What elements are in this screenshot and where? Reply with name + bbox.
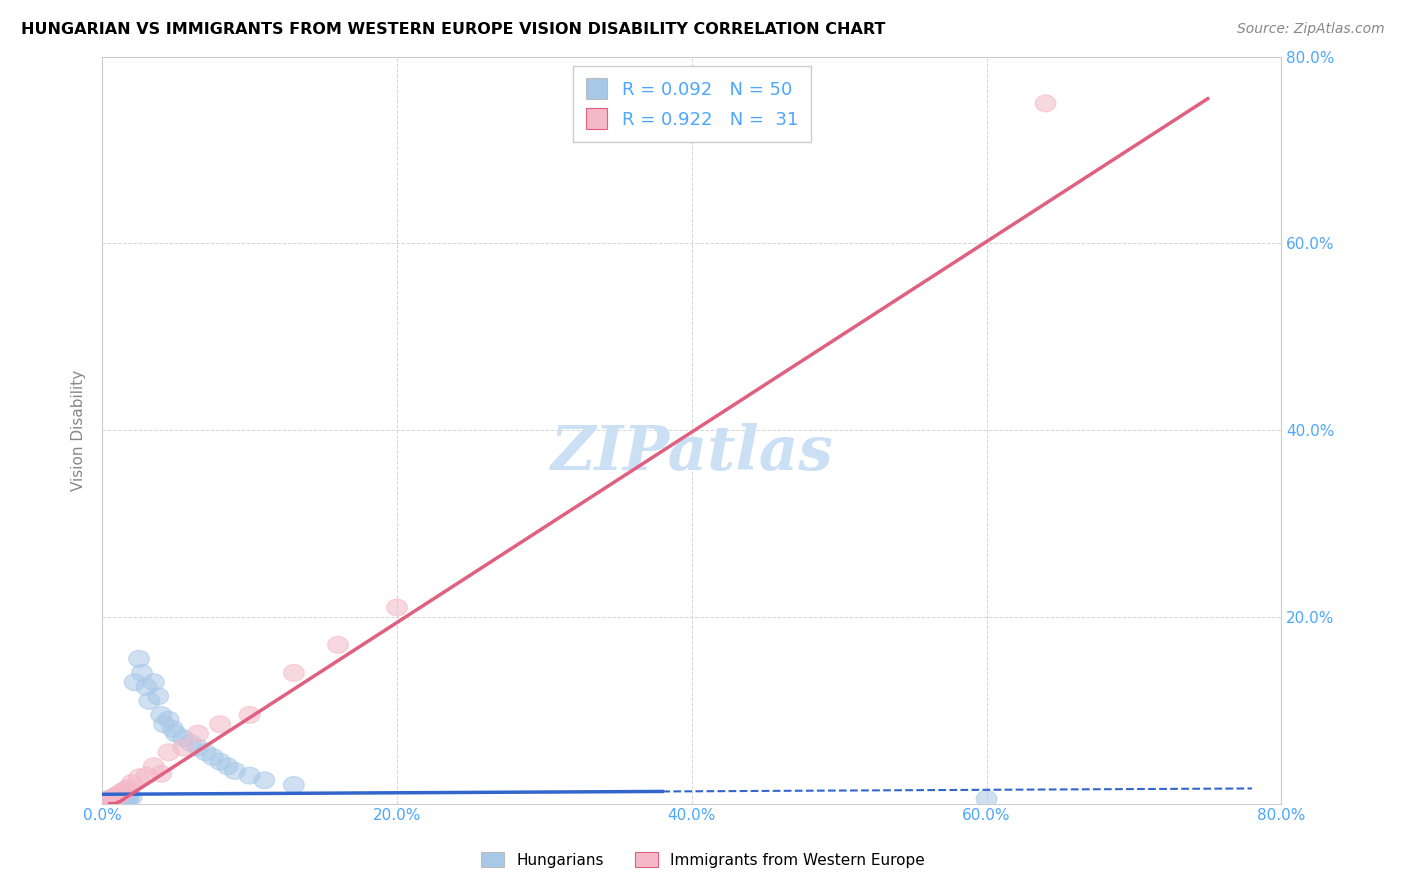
Ellipse shape: [110, 790, 131, 807]
Ellipse shape: [163, 721, 183, 738]
Ellipse shape: [115, 781, 136, 798]
Ellipse shape: [132, 665, 152, 681]
Ellipse shape: [254, 772, 274, 789]
Ellipse shape: [98, 792, 118, 809]
Ellipse shape: [101, 792, 121, 809]
Ellipse shape: [104, 790, 124, 807]
Ellipse shape: [114, 782, 135, 799]
Ellipse shape: [112, 783, 134, 800]
Ellipse shape: [121, 789, 142, 805]
Ellipse shape: [153, 716, 174, 732]
Ellipse shape: [97, 792, 117, 809]
Ellipse shape: [111, 791, 132, 808]
Ellipse shape: [284, 777, 304, 793]
Ellipse shape: [98, 791, 118, 808]
Legend: R = 0.092   N = 50, R = 0.922   N =  31: R = 0.092 N = 50, R = 0.922 N = 31: [572, 66, 811, 142]
Ellipse shape: [112, 790, 134, 807]
Ellipse shape: [225, 763, 245, 780]
Ellipse shape: [108, 786, 129, 803]
Ellipse shape: [94, 793, 115, 810]
Ellipse shape: [150, 765, 172, 782]
Ellipse shape: [110, 786, 131, 803]
Text: ZIPatlas: ZIPatlas: [550, 423, 834, 483]
Ellipse shape: [105, 788, 125, 805]
Ellipse shape: [107, 792, 128, 809]
Ellipse shape: [108, 791, 129, 808]
Ellipse shape: [105, 791, 125, 808]
Ellipse shape: [173, 730, 194, 747]
Ellipse shape: [101, 791, 121, 808]
Ellipse shape: [150, 706, 172, 723]
Ellipse shape: [1035, 95, 1056, 112]
Ellipse shape: [94, 792, 115, 809]
Y-axis label: Vision Disability: Vision Disability: [72, 369, 86, 491]
Ellipse shape: [129, 650, 149, 667]
Ellipse shape: [114, 789, 135, 806]
Ellipse shape: [159, 711, 179, 728]
Ellipse shape: [104, 789, 124, 805]
Ellipse shape: [139, 692, 160, 709]
Ellipse shape: [124, 673, 145, 690]
Ellipse shape: [100, 792, 120, 809]
Ellipse shape: [173, 739, 194, 756]
Ellipse shape: [101, 790, 121, 807]
Text: HUNGARIAN VS IMMIGRANTS FROM WESTERN EUROPE VISION DISABILITY CORRELATION CHART: HUNGARIAN VS IMMIGRANTS FROM WESTERN EUR…: [21, 22, 886, 37]
Ellipse shape: [180, 734, 201, 751]
Ellipse shape: [118, 789, 139, 806]
Ellipse shape: [98, 792, 118, 809]
Ellipse shape: [104, 792, 124, 809]
Text: Source: ZipAtlas.com: Source: ZipAtlas.com: [1237, 22, 1385, 37]
Ellipse shape: [100, 790, 120, 807]
Ellipse shape: [103, 789, 122, 806]
Ellipse shape: [97, 791, 117, 808]
Ellipse shape: [115, 789, 136, 805]
Ellipse shape: [118, 780, 139, 797]
Ellipse shape: [143, 673, 165, 690]
Ellipse shape: [148, 688, 169, 705]
Ellipse shape: [387, 599, 408, 616]
Ellipse shape: [136, 767, 156, 784]
Ellipse shape: [110, 792, 131, 809]
Ellipse shape: [121, 774, 142, 791]
Ellipse shape: [136, 679, 156, 695]
Ellipse shape: [111, 784, 132, 801]
Ellipse shape: [97, 793, 117, 810]
Ellipse shape: [188, 725, 208, 742]
Ellipse shape: [100, 790, 120, 807]
Ellipse shape: [239, 767, 260, 784]
Ellipse shape: [107, 789, 128, 806]
Ellipse shape: [195, 744, 215, 761]
Ellipse shape: [202, 748, 224, 765]
Ellipse shape: [328, 637, 349, 653]
Legend: Hungarians, Immigrants from Western Europe: Hungarians, Immigrants from Western Euro…: [474, 844, 932, 875]
Ellipse shape: [117, 790, 138, 807]
Ellipse shape: [188, 739, 208, 756]
Ellipse shape: [217, 758, 238, 774]
Ellipse shape: [103, 790, 122, 807]
Ellipse shape: [107, 787, 128, 804]
Ellipse shape: [103, 791, 122, 808]
Ellipse shape: [159, 744, 179, 761]
Ellipse shape: [284, 665, 304, 681]
Ellipse shape: [976, 790, 997, 807]
Ellipse shape: [129, 769, 149, 786]
Ellipse shape: [166, 725, 186, 742]
Ellipse shape: [239, 706, 260, 723]
Ellipse shape: [209, 753, 231, 770]
Ellipse shape: [143, 758, 165, 774]
Ellipse shape: [100, 791, 120, 808]
Ellipse shape: [209, 716, 231, 732]
